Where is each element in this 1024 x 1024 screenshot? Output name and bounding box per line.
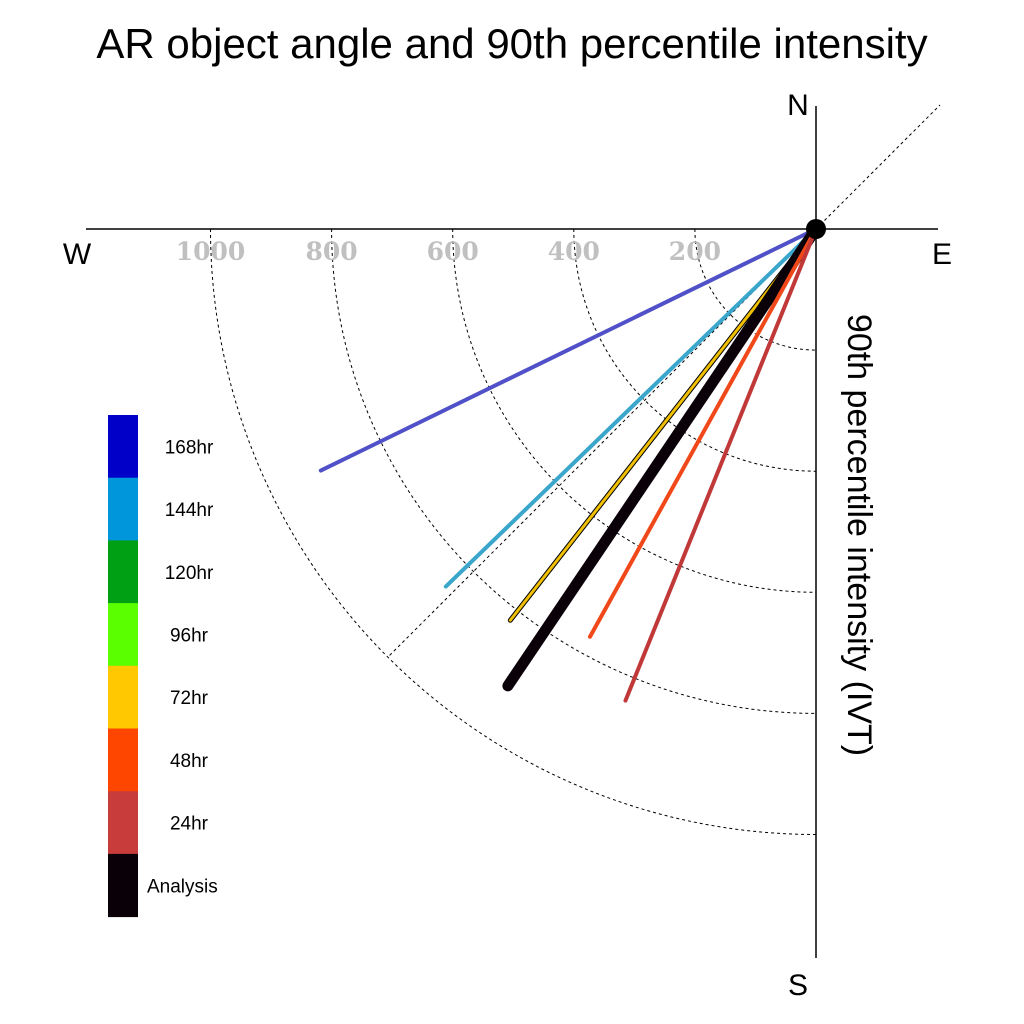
legend-label-72hr: 72hr xyxy=(170,688,209,709)
legend-swatch-120hr xyxy=(108,540,138,604)
intensity-axis-label: 90th percentile intensity (IVT) xyxy=(840,314,878,756)
grid-arc xyxy=(210,228,817,835)
legend-label-48hr: 48hr xyxy=(170,751,209,772)
compass-west: W xyxy=(63,238,92,271)
compass-south: S xyxy=(788,969,808,1002)
sw-diagonal-guide xyxy=(387,228,817,658)
legend-swatch-168hr xyxy=(108,415,138,479)
legend-swatch-analysis xyxy=(108,853,138,918)
radial-tick-label: 400 xyxy=(548,237,600,266)
series-line-144hr xyxy=(443,227,818,589)
grid-arc xyxy=(452,228,817,593)
series-line-analysis xyxy=(502,223,822,692)
legend-label-96hr: 96hr xyxy=(170,625,209,646)
compass-east: E xyxy=(932,238,952,271)
series-line-48hr xyxy=(587,227,818,639)
series-line-24hr xyxy=(623,227,818,703)
legend-swatch-48hr xyxy=(108,728,138,792)
series-line-168hr xyxy=(318,227,818,473)
radial-tick-label: 200 xyxy=(669,237,721,266)
radial-tick-label: 600 xyxy=(427,237,479,266)
radial-tick-label: 1000 xyxy=(176,237,246,266)
series-lines xyxy=(318,223,822,703)
grid-arc xyxy=(331,228,817,714)
legend-label-168hr: 168hr xyxy=(165,437,214,458)
grid-arc xyxy=(694,228,817,351)
legend-swatch-72hr xyxy=(108,665,138,729)
series-line-72hr xyxy=(508,227,818,622)
radial-grid xyxy=(210,228,817,835)
legend-label-144hr: 144hr xyxy=(165,500,214,521)
grid-arc xyxy=(573,228,817,472)
reference-diagonal xyxy=(815,104,941,230)
legend-swatch-24hr xyxy=(108,791,138,855)
compass-north: N xyxy=(787,89,809,122)
legend-label-24hr: 24hr xyxy=(170,814,209,835)
radial-tick-label: 800 xyxy=(306,237,358,266)
chart-title: AR object angle and 90th percentile inte… xyxy=(96,20,927,67)
legend-swatch-144hr xyxy=(108,477,138,541)
legend-label-120hr: 120hr xyxy=(165,563,214,584)
legend-label-analysis: Analysis xyxy=(147,876,218,897)
legend-swatch-96hr xyxy=(108,603,138,667)
radial-tick-labels: 200 400 600 800 1000 xyxy=(176,237,721,266)
legend: 168hr 144hr 120hr 96hr 72hr 48hr 24hr Analysis xyxy=(108,415,218,918)
origin-marker xyxy=(806,219,826,239)
